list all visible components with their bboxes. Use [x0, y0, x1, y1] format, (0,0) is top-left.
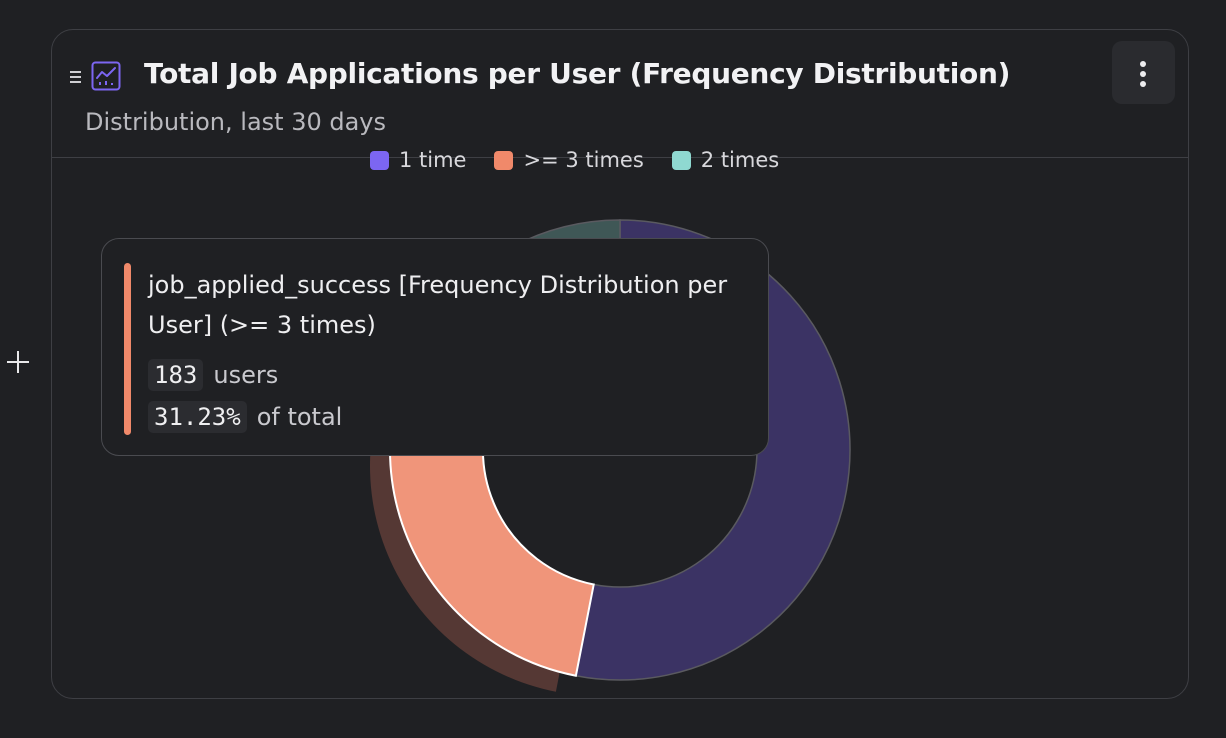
drag-handle-icon[interactable] [70, 71, 81, 83]
legend-swatch [370, 150, 389, 170]
legend-swatch [671, 150, 691, 170]
legend-item[interactable]: 2 times [671, 148, 780, 172]
more-menu-button[interactable] [1112, 41, 1175, 104]
tooltip-count-label: users [213, 361, 279, 389]
widget-header: Total Job Applications per User (Frequen… [52, 30, 1188, 158]
chart-tooltip: job_applied_success [Frequency Distribut… [101, 238, 769, 456]
add-widget-button[interactable] [4, 348, 32, 376]
widget-title: Total Job Applications per User (Frequen… [144, 57, 1011, 90]
legend-item[interactable]: >= 3 times [494, 148, 644, 172]
chart-legend: 1 time >= 3 times 2 times [370, 148, 779, 172]
tooltip-accent-bar [124, 263, 131, 435]
widget-subtitle: Distribution, last 30 days [85, 108, 387, 136]
legend-label: >= 3 times [523, 148, 644, 172]
tooltip-percent-value: 31.23% [148, 401, 247, 433]
tooltip-count-value: 183 [148, 359, 204, 391]
legend-label: 2 times [700, 148, 780, 172]
line-chart-icon [91, 61, 121, 91]
tooltip-percent-label: of total [256, 403, 343, 431]
more-vertical-icon [1140, 61, 1146, 67]
tooltip-title: job_applied_success [Frequency Distribut… [148, 271, 728, 339]
tooltip-count-row: 183 users [148, 359, 278, 391]
tooltip-percent-row: 31.23% of total [148, 401, 342, 433]
legend-swatch [494, 150, 514, 170]
legend-item[interactable]: 1 time [370, 148, 466, 172]
legend-label: 1 time [399, 148, 467, 172]
